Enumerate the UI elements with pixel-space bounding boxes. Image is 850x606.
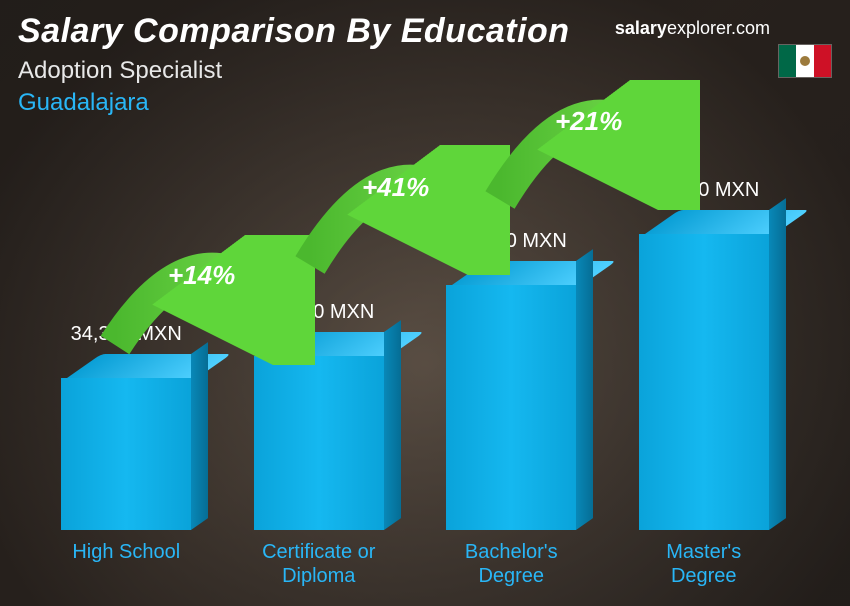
bar (639, 210, 769, 530)
increase-pct-1: +14% (168, 260, 235, 291)
bar-value-label: 66,900 MXN (648, 179, 759, 202)
bar-category-label: High School (72, 540, 180, 588)
bar-category-label: Certificate orDiploma (262, 540, 375, 588)
bar-category-label: Bachelor'sDegree (465, 540, 558, 588)
bar-column: 34,300 MXN High School (30, 323, 223, 588)
flag-icon (778, 44, 832, 78)
bar-category-label: Master'sDegree (666, 540, 741, 588)
bar (254, 332, 384, 530)
bar-column: 39,200 MXN Certificate orDiploma (223, 301, 416, 588)
chart-subtitle: Adoption Specialist (18, 57, 832, 85)
bar-column: 55,300 MXN Bachelor'sDegree (415, 230, 608, 588)
increase-pct-2: +41% (362, 172, 429, 203)
bar-value-label: 34,300 MXN (71, 323, 182, 346)
bar (61, 354, 191, 530)
bar-value-label: 55,300 MXN (456, 230, 567, 253)
brand-label: salaryexplorer.com (615, 18, 770, 39)
brand-rest: explorer.com (667, 18, 770, 38)
bar-value-label: 39,200 MXN (263, 301, 374, 324)
bar (446, 261, 576, 530)
bar-column: 66,900 MXN Master'sDegree (608, 179, 801, 588)
brand-bold: salary (615, 18, 667, 38)
chart-location: Guadalajara (18, 89, 832, 117)
increase-pct-3: +21% (555, 106, 622, 137)
